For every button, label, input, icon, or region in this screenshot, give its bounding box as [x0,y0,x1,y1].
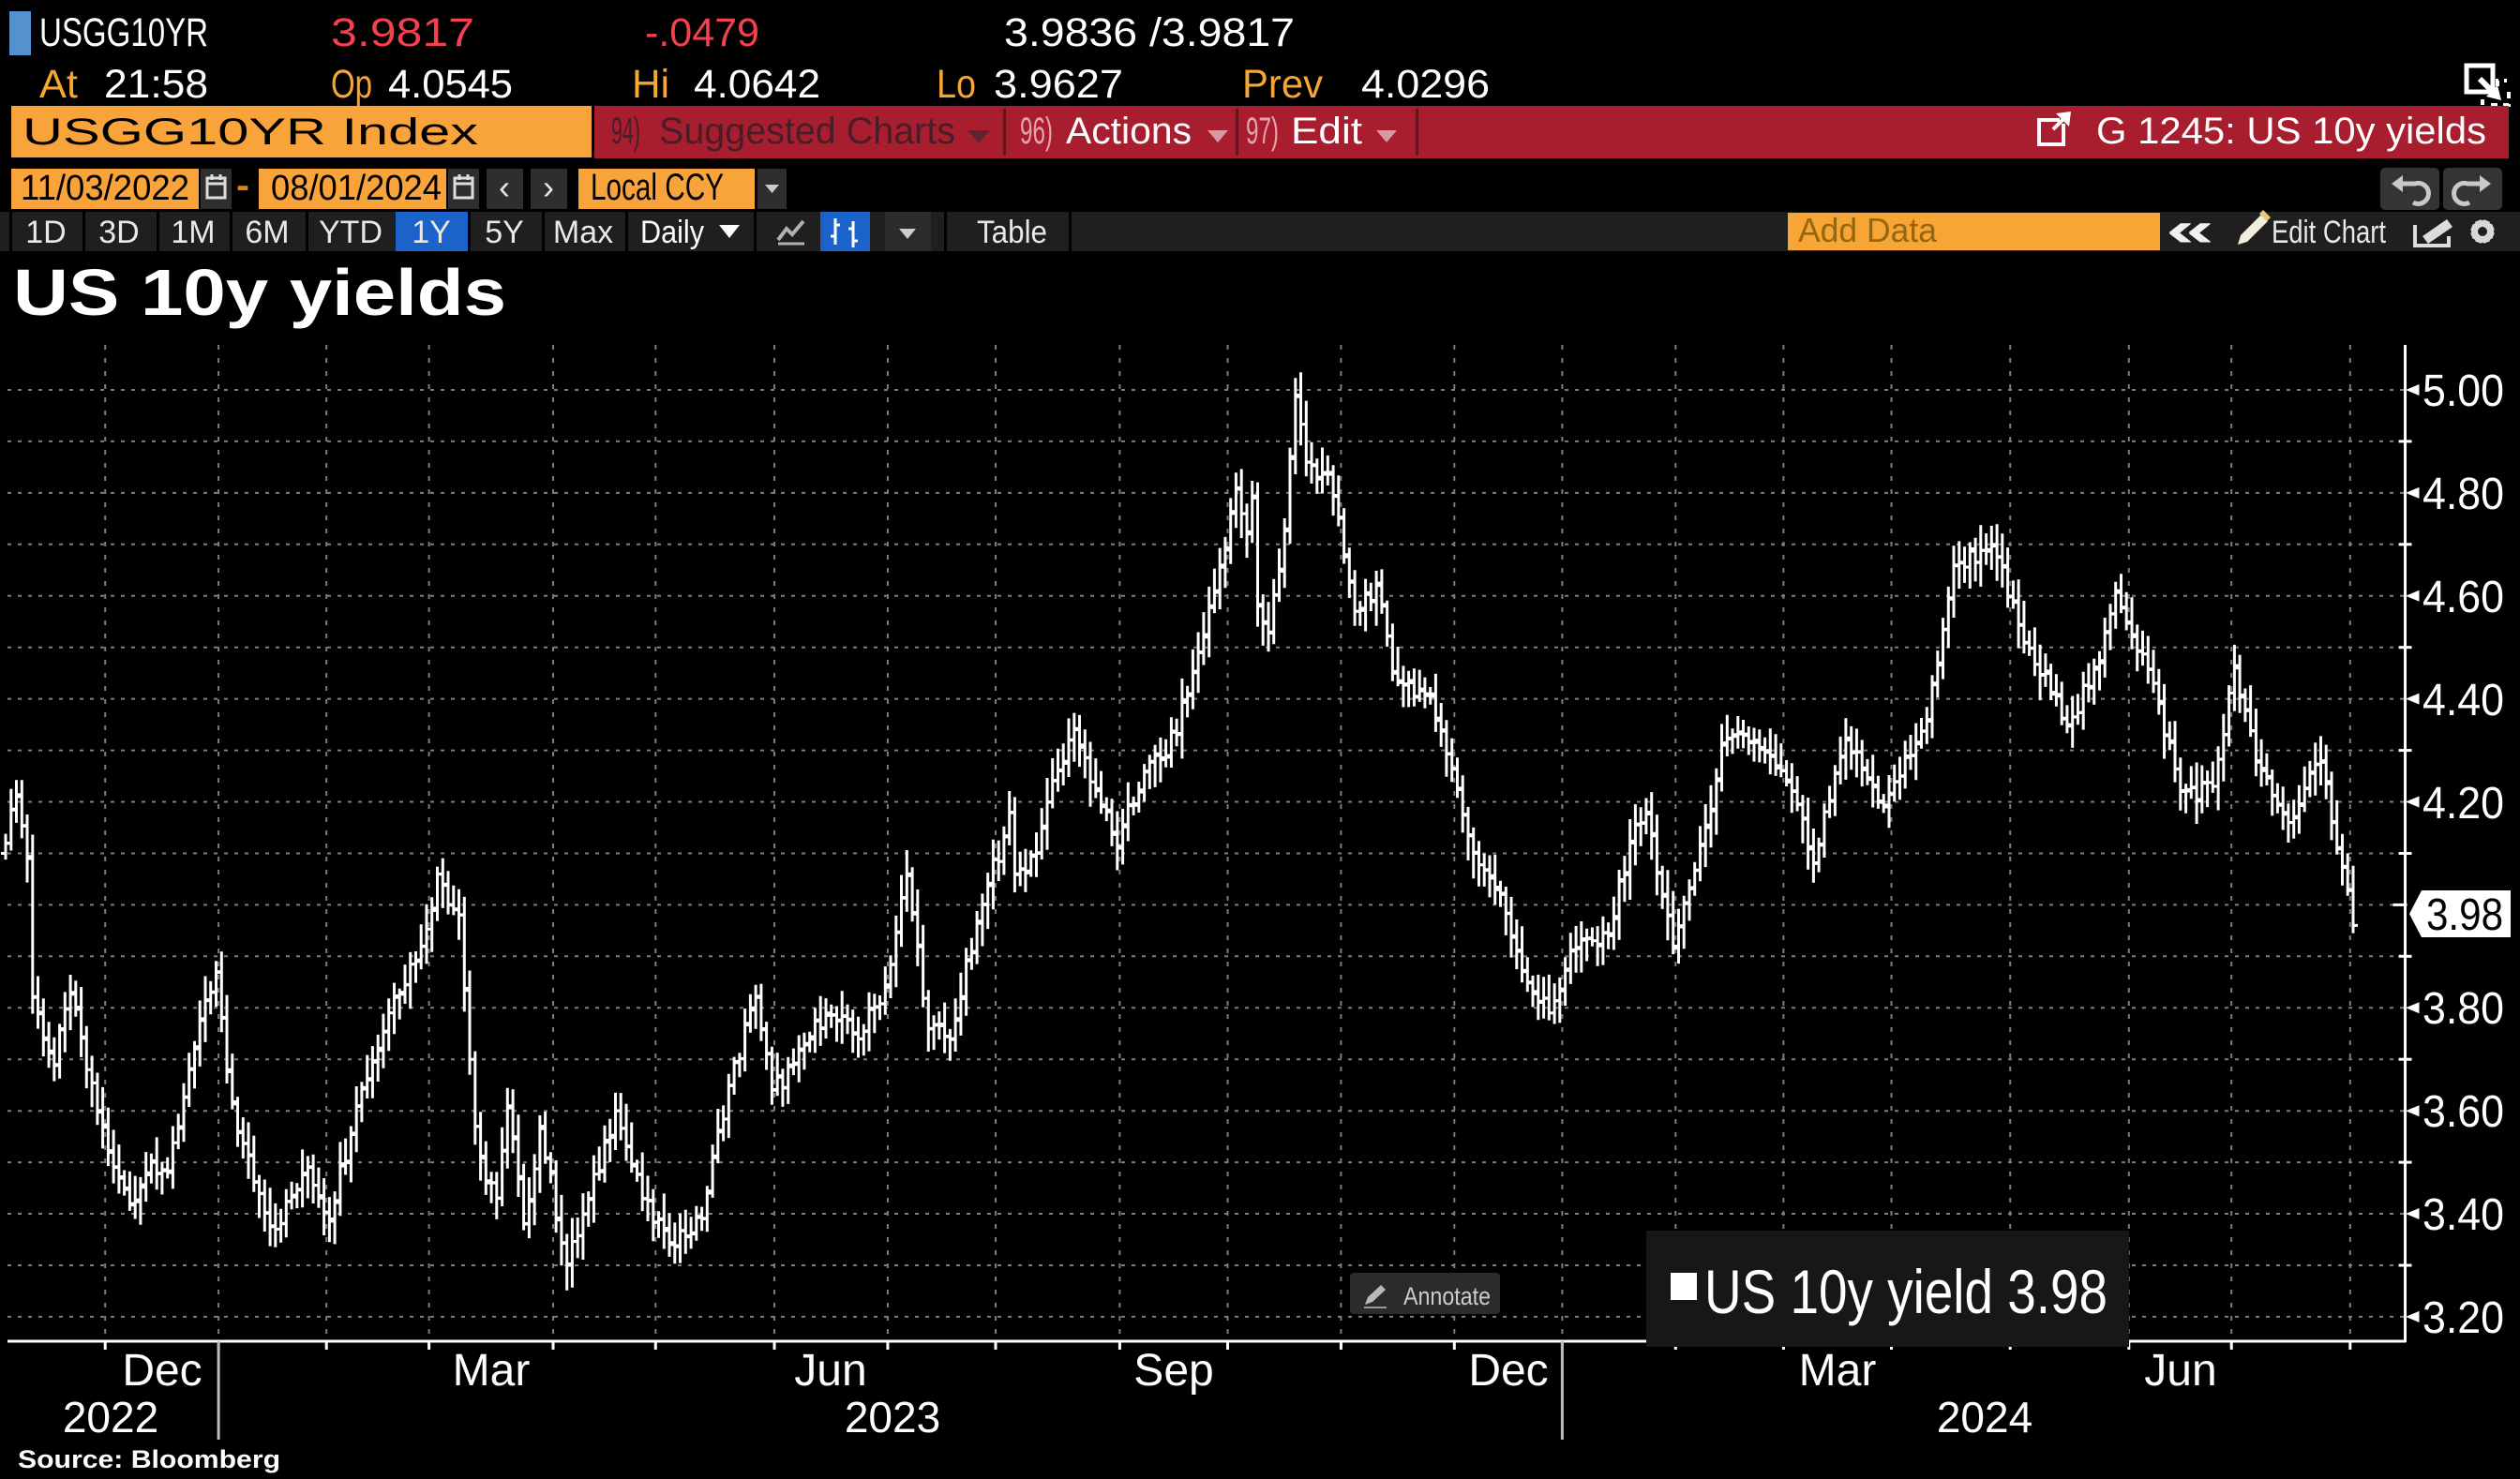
svg-text:3.60: 3.60 [2422,1087,2504,1137]
svg-text:4.60: 4.60 [2422,573,2504,622]
svg-text:3.20: 3.20 [2422,1293,2504,1343]
svg-text:3.80: 3.80 [2422,984,2504,1034]
svg-text:3.98: 3.98 [2426,890,2503,940]
svg-text:3.9836 /3.9817: 3.9836 /3.9817 [1004,10,1295,55]
svg-text:2023: 2023 [845,1393,940,1442]
svg-text:3.9627: 3.9627 [994,62,1123,107]
svg-text:Source: Bloomberg: Source: Bloomberg [18,1445,280,1473]
svg-text:Edit Chart: Edit Chart [2272,215,2386,250]
svg-text:Annotate: Annotate [1403,1282,1491,1310]
svg-text:4.0296: 4.0296 [1361,62,1490,107]
svg-text:Hi: Hi [632,62,669,107]
svg-text:Prev: Prev [1242,62,1323,107]
svg-text:Mar: Mar [453,1346,531,1396]
svg-text:Daily: Daily [640,215,704,250]
svg-text:Op: Op [331,62,372,107]
svg-text:Mar: Mar [1799,1346,1877,1396]
svg-text:97): 97) [1246,111,1279,152]
svg-text:US 10y yield 3.98: US 10y yield 3.98 [1704,1257,2108,1326]
svg-text:5.00: 5.00 [2422,366,2504,416]
svg-text:Dec: Dec [1468,1346,1548,1396]
svg-text:Add Data: Add Data [1798,211,1938,249]
svg-text:Dec: Dec [122,1346,202,1396]
svg-text:4.40: 4.40 [2422,676,2504,725]
svg-text:4.0545: 4.0545 [388,62,513,107]
svg-text:Table: Table [977,215,1047,250]
svg-text:6M: 6M [245,215,289,250]
svg-text:11/03/2022: 11/03/2022 [21,169,189,208]
svg-text:1M: 1M [171,215,215,250]
svg-text:-.0479: -.0479 [645,10,759,55]
svg-text:5Y: 5Y [485,215,524,250]
svg-text:G 1245: US 10y yields: G 1245: US 10y yields [2096,111,2486,152]
svg-text:96): 96) [1020,111,1053,152]
svg-text:2024: 2024 [1937,1393,2032,1442]
svg-text:Edit: Edit [1291,111,1362,152]
svg-text:YTD: YTD [319,215,382,250]
svg-text:4.20: 4.20 [2422,779,2504,829]
svg-text:08/01/2024: 08/01/2024 [271,169,442,208]
svg-text:3D: 3D [98,215,139,250]
svg-text:Local CCY: Local CCY [591,167,724,208]
svg-text:«: « [2166,202,2214,257]
svg-text:Suggested Charts: Suggested Charts [659,111,955,152]
svg-text:‹: ‹ [499,168,510,206]
svg-text:Max: Max [553,215,613,250]
svg-text:2022: 2022 [63,1393,158,1442]
svg-text:USGG10YR Index: USGG10YR Index [22,112,478,153]
svg-text:-: - [236,165,249,206]
svg-text:4.80: 4.80 [2422,470,2504,519]
svg-text:US 10y yields: US 10y yields [13,256,506,329]
svg-text:3.40: 3.40 [2422,1190,2504,1240]
svg-text:›: › [543,168,554,206]
svg-text:1Y: 1Y [412,215,451,250]
svg-text:Jun: Jun [2144,1346,2216,1396]
svg-text:4.0642: 4.0642 [694,62,820,107]
svg-text:3.9817: 3.9817 [331,10,474,55]
svg-text:At: At [39,62,78,107]
svg-text:Lo: Lo [937,62,976,107]
svg-text:Jun: Jun [794,1346,866,1396]
svg-text:21:58: 21:58 [104,62,208,107]
svg-text:Actions: Actions [1066,111,1192,152]
svg-text:USGG10YR: USGG10YR [39,10,208,55]
svg-text:94): 94) [611,111,640,152]
svg-text:1D: 1D [25,215,66,250]
svg-text:Sep: Sep [1133,1346,1213,1396]
